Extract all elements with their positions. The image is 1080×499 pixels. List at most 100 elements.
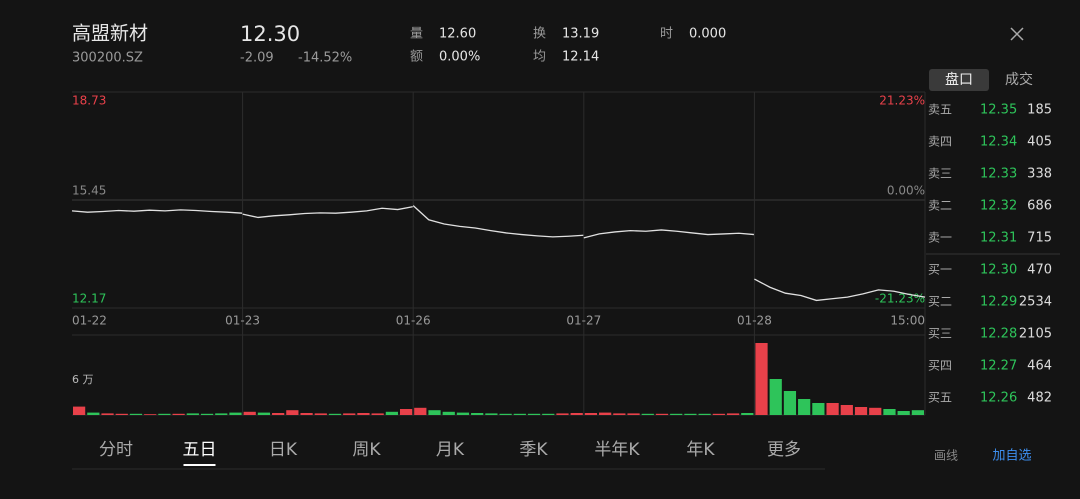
stat-value: 0.00% xyxy=(439,50,480,65)
stat-value: 12.60 xyxy=(439,27,476,42)
stock-code: 300200.SZ xyxy=(72,51,143,66)
period-tab[interactable]: 更多 xyxy=(767,440,801,460)
volume-bar xyxy=(428,410,441,415)
volume-bar xyxy=(570,413,583,415)
period-tab[interactable]: 季K xyxy=(519,440,548,460)
tab-active[interactable] xyxy=(929,69,989,91)
volume-bar xyxy=(300,413,313,415)
book-price: 12.34 xyxy=(980,135,1017,150)
volume-bar xyxy=(286,410,299,415)
volume-bar xyxy=(556,413,569,415)
volume-bar xyxy=(911,410,924,415)
volume-bar xyxy=(769,379,782,415)
book-label: 卖三 xyxy=(928,167,952,181)
book-volume: 686 xyxy=(1027,199,1052,214)
volume-bar xyxy=(726,413,740,415)
volume-bar xyxy=(243,411,256,415)
volume-bar xyxy=(456,412,470,415)
volume-bar xyxy=(684,413,697,415)
pct-min: -21.23% xyxy=(875,292,925,306)
period-tab[interactable]: 五日 xyxy=(183,440,217,460)
volume-bar xyxy=(783,391,797,415)
price-line xyxy=(412,205,584,238)
book-label: 卖五 xyxy=(928,103,952,117)
period-tab[interactable]: 年K xyxy=(686,440,715,460)
volume-bar xyxy=(712,413,725,415)
volume-bar xyxy=(897,411,910,415)
volume-bar xyxy=(399,409,413,415)
stat-label: 量 xyxy=(410,27,423,42)
book-label: 买一 xyxy=(928,263,952,277)
volume-bar xyxy=(641,413,654,415)
period-tab[interactable]: 分时 xyxy=(99,440,133,460)
volume-bar xyxy=(215,413,228,415)
tab[interactable]: 成交 xyxy=(1005,71,1033,88)
book-volume: 185 xyxy=(1027,103,1052,118)
volume-bar xyxy=(200,413,214,415)
stat-value: 13.19 xyxy=(562,27,599,42)
price-max: 18.73 xyxy=(72,94,106,108)
book-price: 12.31 xyxy=(980,231,1017,246)
period-tab[interactable]: 周K xyxy=(352,440,381,460)
volume-bar xyxy=(442,411,455,415)
volume-bar xyxy=(272,413,285,415)
volume-bar xyxy=(826,403,839,415)
volume-bar xyxy=(698,413,711,415)
volume-bar xyxy=(357,413,370,415)
stat-value: 0.000 xyxy=(689,27,726,42)
volume-bar xyxy=(73,406,86,415)
book-label: 买三 xyxy=(928,327,952,341)
volume-bar xyxy=(542,413,555,415)
price-line xyxy=(71,209,243,214)
volume-bar xyxy=(471,413,484,415)
stat-label: 均 xyxy=(533,50,546,65)
book-label: 卖一 xyxy=(928,231,952,245)
close-button[interactable] xyxy=(1010,27,1024,41)
volume-label: 6 万 xyxy=(72,373,94,386)
period-tab[interactable]: 月K xyxy=(436,440,465,460)
volume-bar xyxy=(314,413,327,415)
date-label: 01-27 xyxy=(566,314,601,328)
draw-button[interactable]: 画线 xyxy=(934,449,958,463)
book-price: 12.29 xyxy=(980,295,1017,310)
volume-bar xyxy=(599,412,612,415)
book-label: 买二 xyxy=(928,295,952,309)
volume-bar xyxy=(527,413,541,415)
volume-bar xyxy=(627,413,640,415)
price-line xyxy=(242,205,414,219)
book-label: 卖二 xyxy=(928,199,952,213)
book-price: 12.27 xyxy=(980,359,1017,374)
price-line xyxy=(583,229,755,239)
period-tab[interactable]: 日K xyxy=(269,440,298,460)
change-pct: -14.52% xyxy=(298,51,352,66)
stat-label: 换 xyxy=(533,27,546,42)
date-label: 01-22 xyxy=(72,314,107,328)
volume-bar xyxy=(158,413,171,415)
book-label: 卖四 xyxy=(928,135,952,149)
book-volume: 470 xyxy=(1027,263,1052,278)
volume-bar xyxy=(115,413,128,415)
end-time: 15:00 xyxy=(890,314,925,328)
book-price: 12.30 xyxy=(980,263,1017,278)
book-volume: 464 xyxy=(1027,359,1052,374)
volume-bar xyxy=(755,343,768,415)
volume-bar xyxy=(371,413,384,415)
volume-bar xyxy=(798,399,811,415)
watch-button[interactable]: 加自选 xyxy=(992,449,1031,464)
change: -2.09 xyxy=(240,51,274,66)
volume-bar xyxy=(741,413,754,415)
pct-mid: 0.00% xyxy=(887,184,925,198)
book-price: 12.26 xyxy=(980,391,1017,406)
volume-bar xyxy=(257,412,271,415)
stat-label: 额 xyxy=(410,50,423,65)
volume-bar xyxy=(883,409,896,415)
book-label: 买四 xyxy=(928,359,952,373)
book-price: 12.28 xyxy=(980,327,1017,342)
volume-bar xyxy=(186,413,199,415)
price-mid: 15.45 xyxy=(72,184,106,198)
volume-bar xyxy=(328,413,342,415)
period-tab[interactable]: 半年K xyxy=(594,440,640,460)
volume-bar xyxy=(414,407,427,415)
tab[interactable]: 盘口 xyxy=(945,71,973,88)
